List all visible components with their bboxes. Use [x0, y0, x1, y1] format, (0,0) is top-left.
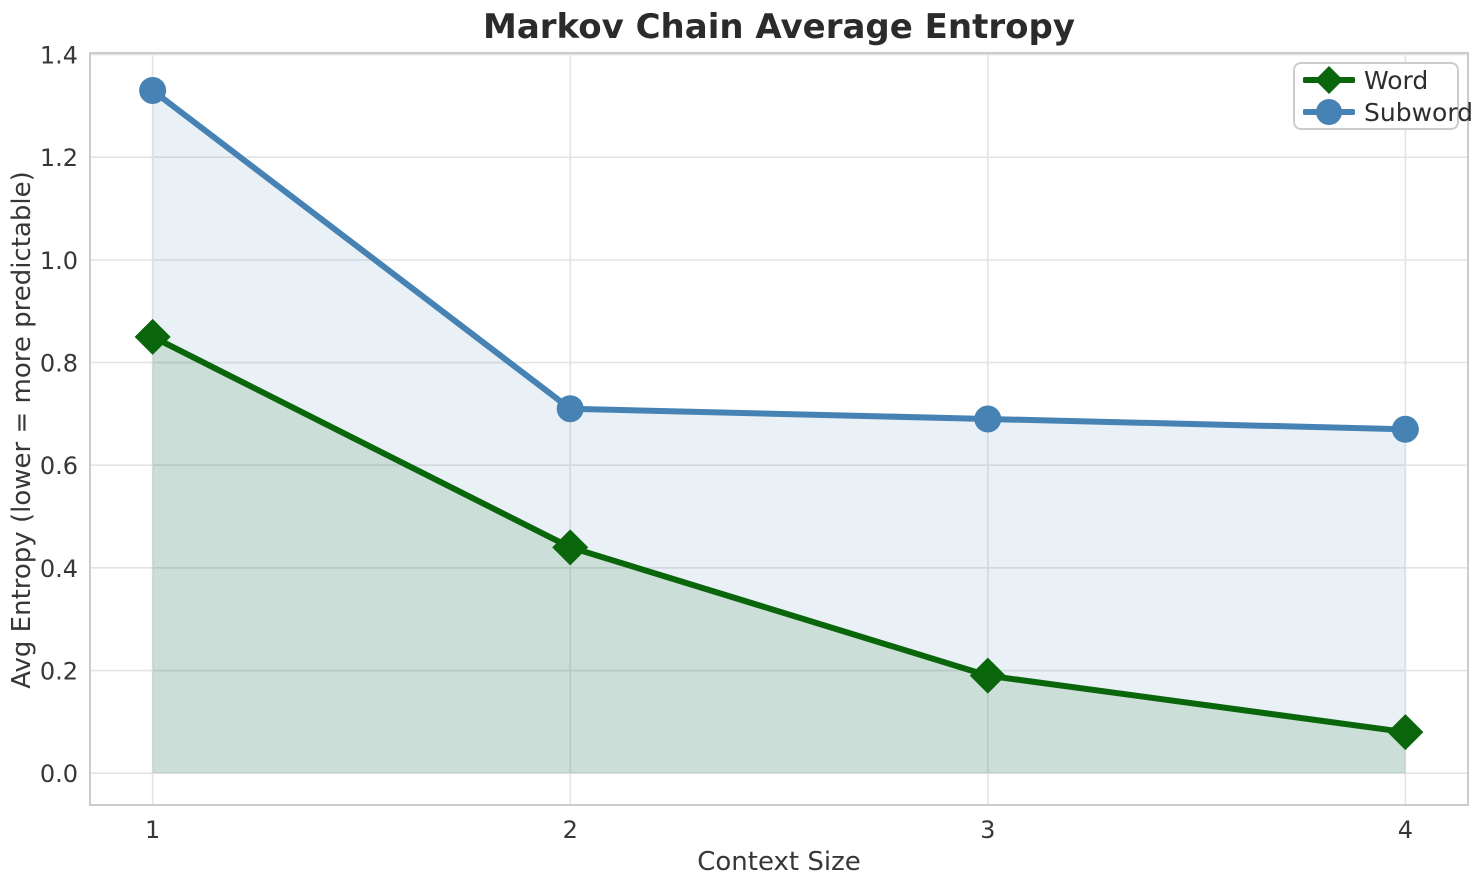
y-tick-label: 1.2	[40, 144, 78, 172]
word-marker	[969, 657, 1006, 694]
y-axis-label: Avg Entropy (lower = more predictable)	[7, 171, 37, 689]
diamond-marker-icon	[1315, 66, 1343, 94]
y-tick-label: 0.4	[40, 555, 78, 583]
subword-marker	[1391, 415, 1419, 443]
legend-subword-label: Subword	[1364, 97, 1474, 127]
word-marker	[552, 529, 589, 566]
legend: Word Subword	[1293, 62, 1473, 130]
word-marker	[1387, 714, 1424, 751]
circle-marker-icon	[1316, 99, 1342, 125]
y-tick-label: 0.8	[40, 350, 78, 378]
x-tick-label: 3	[980, 816, 995, 844]
y-tick-label: 1.4	[40, 42, 78, 70]
y-tick-label: 0.0	[40, 760, 78, 788]
legend-subword-marker-icon	[1303, 99, 1355, 125]
x-axis-label: Context Size	[697, 847, 861, 877]
chart-title: Markov Chain Average Entropy	[483, 7, 1075, 47]
y-tick-label: 0.6	[40, 452, 78, 480]
x-tick-label: 4	[1398, 816, 1413, 844]
x-tick-label: 1	[145, 816, 160, 844]
word-area	[152, 336, 1406, 774]
subword-marker	[139, 76, 167, 104]
subword-line	[149, 87, 1409, 433]
legend-item-word: Word	[1303, 64, 1457, 96]
legend-word-marker-icon	[1303, 66, 1355, 94]
x-tick-label: 2	[563, 816, 578, 844]
legend-word-label: Word	[1364, 65, 1429, 95]
y-tick-label: 1.0	[40, 247, 78, 275]
word-line	[149, 333, 1409, 736]
y-tick-label: 0.2	[40, 658, 78, 686]
subword-marker	[974, 405, 1002, 433]
subword-area	[152, 90, 1406, 774]
subword-marker	[556, 395, 584, 423]
plot-border	[89, 52, 1469, 806]
word-marker	[134, 318, 171, 355]
legend-item-subword: Subword	[1303, 96, 1473, 128]
